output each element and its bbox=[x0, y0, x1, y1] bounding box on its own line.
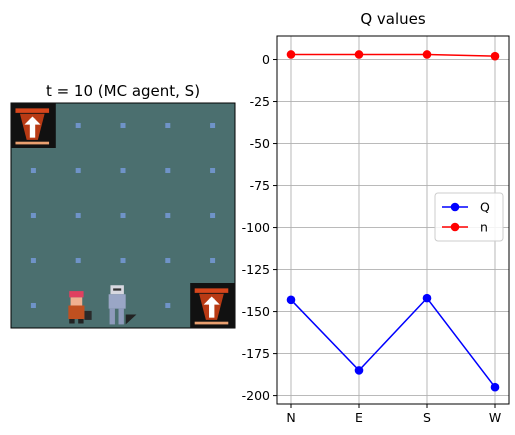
x-tick-label: W bbox=[489, 410, 501, 425]
grid-dot bbox=[30, 258, 36, 263]
legend-swatch-marker bbox=[450, 202, 460, 212]
gridworld-title: t = 10 (MC agent, S) bbox=[46, 82, 200, 100]
y-tick-label: -25 bbox=[250, 94, 270, 109]
data-point-n bbox=[286, 50, 296, 59]
exit-tile-icon bbox=[190, 283, 235, 328]
legend-label: n bbox=[480, 220, 488, 235]
data-point-Q bbox=[286, 295, 296, 305]
legend-box bbox=[434, 192, 504, 242]
legend-swatch-marker bbox=[450, 222, 460, 232]
data-point-Q bbox=[422, 293, 432, 303]
grid-dot bbox=[165, 258, 171, 263]
grid-dot bbox=[30, 303, 36, 308]
data-point-n bbox=[422, 50, 432, 59]
y-tick-label: -200 bbox=[242, 388, 270, 403]
exit-tile-icon bbox=[11, 103, 56, 148]
x-tick-label: S bbox=[423, 410, 431, 425]
agent-character-icon bbox=[68, 291, 92, 324]
grid-dot bbox=[120, 168, 126, 173]
grid-dot bbox=[210, 168, 216, 173]
grid-dot bbox=[165, 168, 171, 173]
grid-dot bbox=[75, 168, 81, 173]
grid-dot bbox=[120, 213, 126, 218]
grid-dot bbox=[120, 258, 126, 263]
grid-dot bbox=[120, 123, 126, 128]
grid-dot bbox=[165, 213, 171, 218]
x-tick-label: E bbox=[355, 410, 363, 425]
series-line-n bbox=[291, 53, 496, 57]
grid-dot bbox=[165, 123, 171, 128]
grid-dot bbox=[165, 303, 171, 308]
y-tick-label: -50 bbox=[250, 136, 270, 151]
grid-dot bbox=[210, 123, 216, 128]
grid-dot bbox=[30, 168, 36, 173]
series-line-Q bbox=[290, 296, 496, 388]
chart-title: Q values bbox=[360, 10, 426, 28]
y-tick-label: -100 bbox=[242, 220, 270, 235]
grid-dot bbox=[75, 123, 81, 128]
data-point-Q bbox=[354, 366, 364, 375]
y-tick-label: -175 bbox=[242, 346, 270, 361]
y-tick-label: 0 bbox=[262, 52, 270, 67]
x-tick-label: N bbox=[286, 410, 295, 425]
legend-label: Q bbox=[480, 200, 490, 215]
y-tick-label: -150 bbox=[242, 304, 270, 319]
data-point-n bbox=[490, 51, 500, 61]
gridworld bbox=[10, 102, 236, 329]
legend: Qn bbox=[434, 192, 504, 242]
plot-area bbox=[276, 35, 510, 405]
data-point-n bbox=[354, 50, 364, 59]
grid-dot bbox=[75, 213, 81, 218]
chart-axes: 0 -25 -50 -75 -100 -125 -150 -175 -200 N E S W bbox=[242, 52, 502, 425]
grid-dot bbox=[210, 213, 216, 218]
grid-dot bbox=[30, 213, 36, 218]
chart-series bbox=[286, 50, 500, 392]
grid-dot bbox=[210, 258, 216, 263]
data-point-Q bbox=[490, 382, 500, 392]
y-tick-label: -75 bbox=[250, 178, 270, 193]
grid-dot bbox=[75, 258, 81, 263]
y-tick-label: -125 bbox=[242, 262, 270, 277]
